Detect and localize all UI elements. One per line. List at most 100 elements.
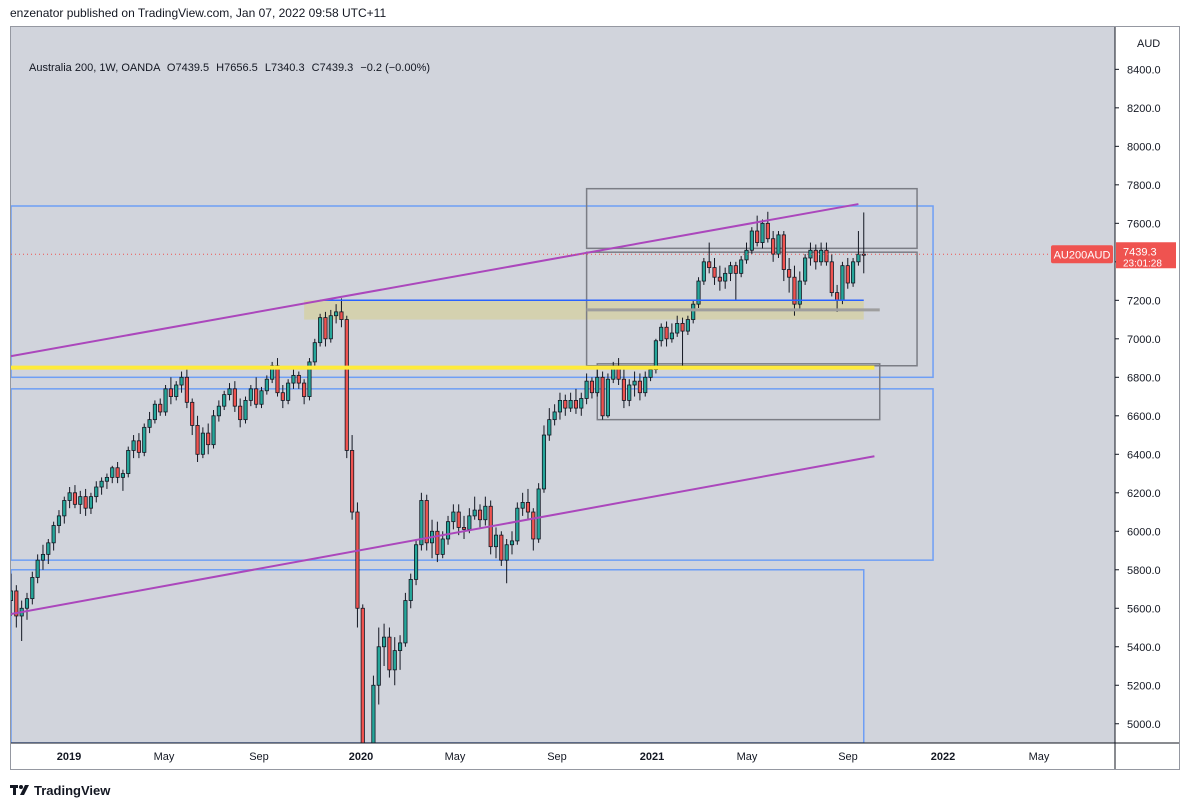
candle-body — [51, 525, 56, 544]
candle-body — [414, 544, 419, 580]
price-tick-label: 6200.0 — [1127, 488, 1161, 500]
candle-body — [35, 559, 40, 578]
candle-body — [179, 376, 184, 386]
candle-body — [136, 440, 141, 453]
candle-body — [467, 515, 472, 530]
candle-body — [771, 238, 776, 255]
candle-body — [589, 380, 594, 394]
candle-body — [680, 323, 685, 332]
candle-body — [158, 403, 163, 413]
candle-body — [350, 450, 355, 513]
candle-body — [451, 511, 456, 523]
candle-body — [291, 374, 296, 384]
candle-body — [744, 249, 749, 261]
candle-body — [83, 496, 88, 509]
candle-body — [605, 378, 610, 417]
publisher-line: enzenator published on TradingView.com, … — [10, 6, 387, 20]
price-tick-label: 8000.0 — [1127, 141, 1161, 153]
candle-body — [115, 467, 120, 478]
candle-body — [712, 267, 717, 278]
price-tick-label: 6000.0 — [1127, 526, 1161, 538]
plot-layer — [11, 187, 934, 743]
candle-body — [264, 378, 269, 392]
candle-body — [675, 323, 680, 334]
candle-body — [328, 315, 333, 340]
price-tag-value: 7439.3 — [1123, 246, 1157, 258]
candle-body — [222, 394, 227, 407]
symbol-info: Australia 200, 1W, OANDA O7439.5 H7656.5… — [29, 62, 430, 74]
candle-body — [669, 332, 674, 340]
candle-body — [360, 607, 365, 743]
candle-body — [126, 450, 131, 474]
price-tag-background — [1116, 242, 1176, 269]
time-axis-label: 2022 — [931, 751, 955, 763]
candle-body — [456, 511, 461, 528]
price-tick-label: 6600.0 — [1127, 411, 1161, 423]
candle-body — [24, 598, 30, 609]
candle-body — [653, 340, 658, 371]
candle-body — [14, 590, 19, 617]
time-axis-label: May — [737, 751, 758, 763]
candle-body — [749, 230, 754, 251]
candle-body — [435, 530, 440, 555]
time-axis-label: Sep — [838, 751, 858, 763]
candle-body — [824, 249, 829, 263]
candle-body — [691, 303, 696, 320]
candle-body — [110, 467, 115, 478]
candle-body — [707, 261, 712, 268]
time-axis-label: Sep — [547, 751, 567, 763]
candle-body — [856, 253, 861, 263]
candle-body — [67, 492, 72, 501]
tradingview-logo-icon — [10, 785, 29, 795]
candle-body — [312, 342, 317, 363]
candle-body — [152, 403, 157, 421]
candle-body — [323, 317, 328, 340]
candle-body — [717, 276, 722, 282]
candle-body — [851, 261, 856, 284]
candle-body — [477, 509, 483, 521]
candle-body — [547, 419, 552, 436]
candle-body — [573, 399, 579, 409]
candle-body — [461, 527, 467, 530]
candle-body — [200, 432, 205, 455]
plot-background — [11, 27, 1115, 743]
candle-body — [840, 265, 845, 301]
candle-body — [11, 590, 14, 601]
candle-body — [696, 280, 701, 305]
footer-brand: TradingView — [34, 782, 111, 798]
candle-body — [760, 222, 765, 243]
candle-body — [440, 538, 445, 555]
candle-body — [557, 399, 563, 413]
candle-body — [835, 292, 840, 301]
candle-body — [398, 642, 403, 652]
ohlc-open: O7439.5 — [166, 62, 210, 74]
candle-body — [643, 376, 648, 394]
candle-body — [408, 578, 413, 601]
candle-body — [845, 265, 850, 284]
time-axis-label: Sep — [249, 751, 269, 763]
candle-body — [536, 488, 541, 540]
candle-body — [787, 269, 792, 278]
candle-body — [563, 399, 568, 409]
candle-body — [184, 376, 189, 403]
time-axis-label: May — [154, 751, 175, 763]
ohlc-high: H7656.5 — [216, 62, 258, 74]
candle-body — [243, 399, 248, 421]
candle-body — [701, 261, 706, 282]
price-tick-label: 7600.0 — [1127, 218, 1161, 230]
candle-body — [94, 486, 99, 498]
ohlc-change: −0.2 (−0.00%) — [360, 62, 431, 74]
candle-body — [334, 311, 339, 317]
candle-body — [659, 326, 664, 342]
candle-body — [755, 230, 760, 243]
candle-body — [78, 496, 83, 505]
candle-body — [286, 382, 291, 401]
time-axis-label: May — [1029, 751, 1050, 763]
candle-body — [211, 415, 216, 446]
candle-body — [664, 326, 669, 340]
chart-frame[interactable]: 8400.08200.08000.07800.07600.07400.07200… — [10, 26, 1180, 770]
chart-plot[interactable]: 8400.08200.08000.07800.07600.07400.07200… — [11, 27, 1179, 769]
price-axis-currency: AUD — [1137, 38, 1160, 50]
candle-body — [685, 319, 690, 332]
price-tick-label: 7000.0 — [1127, 334, 1161, 346]
